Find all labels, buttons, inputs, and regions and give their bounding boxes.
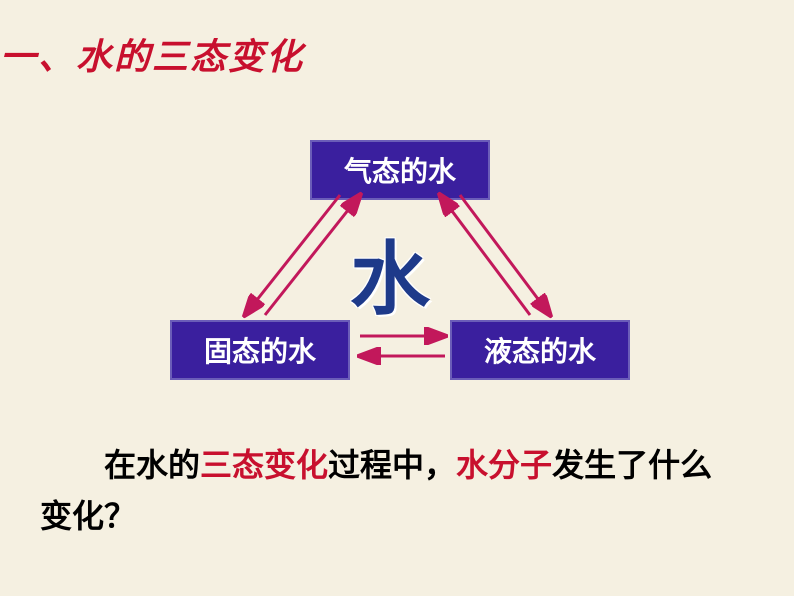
gas-state-node: 气态的水 (310, 140, 490, 200)
question-text: 在水的三态变化过程中，水分子发生了什么变化？ (40, 440, 740, 542)
section-title: 一、水的三态变化 (0, 28, 304, 80)
water-states-diagram: 气态的水 固态的水 液态的水 水 (150, 140, 650, 400)
question-prefix: 在水的 (104, 447, 200, 483)
question-highlight-2: 水分子 (456, 447, 552, 483)
question-highlight-1: 三态变化 (200, 447, 328, 483)
center-water-char: 水 (350, 215, 430, 331)
liquid-state-node: 液态的水 (450, 320, 630, 380)
question-mid: 过程中， (328, 447, 456, 483)
solid-state-node: 固态的水 (170, 320, 350, 380)
